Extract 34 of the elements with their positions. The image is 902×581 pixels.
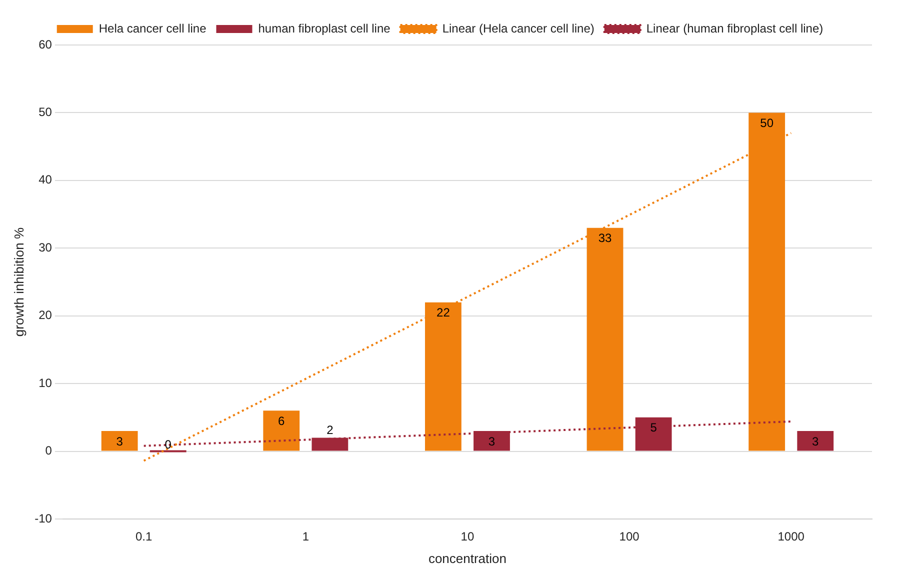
y-axis-title: growth inhibition % <box>11 227 26 337</box>
legend-label: Linear (Hela cancer cell line) <box>442 21 594 36</box>
legend-label: Linear (human fibroplast cell line) <box>646 21 824 36</box>
x-axis-title: concentration <box>428 550 507 566</box>
data-label: 22 <box>436 306 450 320</box>
data-label: 3 <box>488 434 496 448</box>
x-tick-label: 1 <box>302 530 310 544</box>
data-label: 50 <box>760 116 774 130</box>
data-label: 5 <box>650 420 658 435</box>
bar <box>424 302 462 451</box>
bar <box>797 430 834 451</box>
y-tick-label: 0 <box>45 444 52 458</box>
y-tick-label: 10 <box>38 376 52 390</box>
y-tick-label: 50 <box>38 105 52 120</box>
bar <box>586 228 624 451</box>
y-tick-label: 30 <box>38 240 52 254</box>
y-tick-label: -10 <box>34 511 52 526</box>
x-tick-label: 10 <box>460 530 474 544</box>
data-label: 2 <box>326 423 334 438</box>
x-tick-label: 0.1 <box>136 530 153 544</box>
legend-label: Hela cancer cell line <box>98 21 207 36</box>
bar <box>101 430 138 451</box>
y-tick-label: 20 <box>38 308 52 322</box>
y-tick-label: 60 <box>38 37 52 52</box>
data-label: 33 <box>598 231 612 246</box>
data-label: 0 <box>164 438 172 452</box>
x-tick-label: 1000 <box>778 530 805 544</box>
data-label: 3 <box>812 434 820 448</box>
bar <box>263 410 300 451</box>
data-label: 3 <box>116 434 124 448</box>
x-tick-label: 100 <box>619 530 640 544</box>
data-label: 6 <box>278 414 286 428</box>
legend-label: human fibroplast cell line <box>258 21 391 36</box>
y-tick-label: 40 <box>38 172 52 187</box>
